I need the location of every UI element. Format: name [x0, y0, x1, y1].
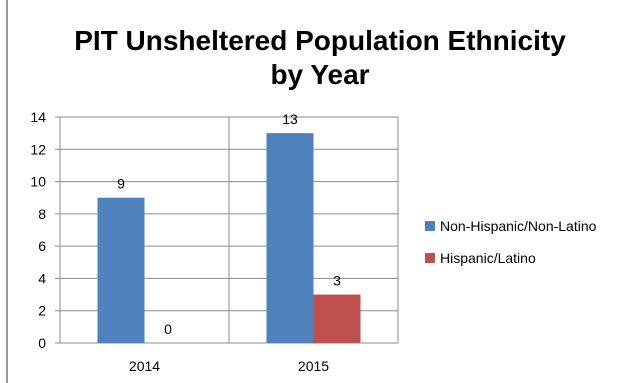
legend-swatch [425, 221, 435, 231]
y-tick-label: 8 [38, 206, 46, 222]
chart-title: PIT Unsheltered Population Ethnicity by … [60, 24, 580, 92]
legend-label: Non-Hispanic/Non-Latino [440, 218, 597, 234]
legend-label: Hispanic/Latino [440, 250, 536, 266]
y-tick-label: 14 [30, 109, 46, 125]
data-label: 3 [333, 273, 341, 289]
window-top-edge [0, 0, 623, 5]
data-label: 13 [282, 111, 298, 127]
x-tick-label: 2015 [298, 358, 329, 374]
bar-non-hispanic-non-latino-2015 [266, 133, 314, 343]
bar-hispanic-latino-2015 [313, 294, 361, 343]
chart-title-line2: by Year [270, 59, 370, 90]
y-tick-label: 6 [38, 238, 46, 254]
y-tick-label: 4 [38, 270, 46, 286]
y-tick-label: 0 [38, 335, 46, 351]
data-label: 9 [117, 176, 125, 192]
y-tick-label: 10 [30, 174, 46, 190]
chart-title-line1: PIT Unsheltered Population Ethnicity [74, 25, 566, 56]
legend-swatch [425, 253, 435, 263]
bar-non-hispanic-non-latino-2014 [97, 197, 145, 343]
y-tick-label: 2 [38, 303, 46, 319]
y-tick-label: 12 [30, 141, 46, 157]
window-left-edge [0, 0, 8, 383]
data-label: 0 [164, 321, 172, 337]
x-tick-label: 2014 [129, 358, 160, 374]
